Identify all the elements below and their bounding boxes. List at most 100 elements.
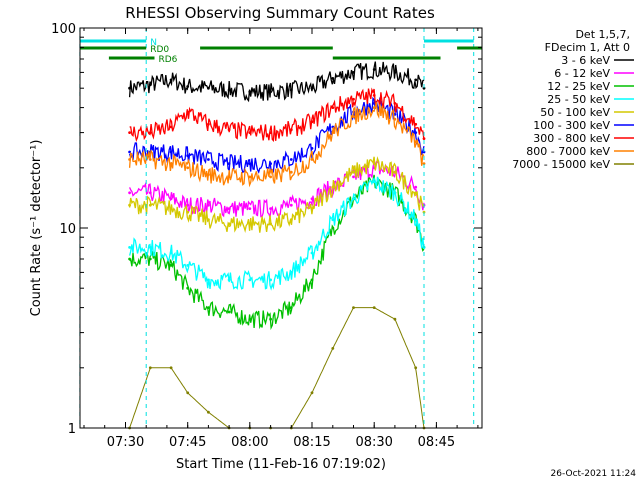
flag-label: RD6 [159, 55, 178, 65]
series-3-6kev [128, 61, 426, 103]
data-point [207, 158, 210, 161]
data-point [186, 110, 190, 114]
x-axis-label: Start Time (11-Feb-16 07:19:02) [176, 457, 386, 472]
legend-label: 800 - 7000 keV [526, 145, 610, 158]
data-point [248, 162, 252, 166]
legend-label: 100 - 300 keV [533, 119, 610, 132]
data-point [310, 278, 314, 282]
data-point [207, 173, 210, 177]
data-point [169, 251, 173, 255]
data-point [169, 162, 173, 166]
data-point [269, 175, 272, 179]
data-point [422, 86, 426, 90]
data-point [414, 185, 418, 189]
data-point [169, 125, 173, 129]
data-point [148, 131, 152, 135]
data-point [148, 191, 152, 195]
data-point [248, 317, 252, 321]
data-point [414, 122, 418, 126]
data-point [289, 203, 293, 207]
data-point [186, 210, 190, 214]
data-point [128, 191, 132, 195]
series-800-7000kev [128, 102, 426, 188]
data-point [128, 131, 132, 135]
data-point [414, 191, 418, 195]
data-point [310, 197, 314, 201]
x-tick-label: 08:45 [418, 435, 455, 450]
data-point [186, 286, 190, 290]
data-point [289, 306, 293, 309]
legend-entry: 100 - 300 keV [533, 119, 634, 132]
data-point [331, 226, 335, 230]
data-point [169, 207, 173, 211]
data-point [352, 306, 355, 309]
data-point [372, 306, 376, 309]
data-point [310, 251, 314, 255]
data-point [148, 366, 152, 370]
series-300-800kev [128, 87, 426, 143]
data-point [269, 317, 272, 321]
data-point [207, 410, 210, 414]
data-point [289, 170, 293, 174]
y-tick-label: 10 [59, 222, 76, 237]
legend-entry: 12 - 25 keV [547, 80, 634, 93]
series-trace [128, 176, 425, 291]
series-trace [129, 307, 425, 429]
x-tick-label: 08:00 [231, 435, 268, 450]
data-point [352, 175, 355, 179]
data-point [310, 158, 314, 161]
data-point [289, 158, 293, 161]
x-tick-label: 07:45 [169, 435, 206, 450]
data-point [128, 246, 132, 249]
data-point [169, 78, 173, 82]
data-point [227, 222, 231, 226]
data-point [331, 131, 335, 135]
data-point [310, 207, 314, 211]
data-point [372, 68, 376, 71]
data-point [227, 207, 231, 211]
legend-label: 12 - 25 keV [547, 80, 610, 93]
data-point [393, 317, 397, 321]
data-point [248, 175, 252, 179]
data-point [227, 162, 231, 166]
data-point [227, 310, 231, 314]
data-point [207, 122, 210, 126]
series-7000-15000kev [128, 306, 426, 430]
x-tick-label: 08:15 [293, 435, 330, 450]
legend-entry: 800 - 7000 keV [526, 145, 634, 158]
data-point [207, 278, 210, 282]
flag-label: N [150, 38, 157, 48]
legend-label: 25 - 50 keV [547, 93, 610, 106]
data-point [269, 90, 272, 94]
data-point [269, 222, 272, 226]
data-point [227, 128, 231, 132]
data-point [148, 158, 152, 161]
series-25-50kev [128, 176, 426, 291]
data-point [310, 86, 314, 90]
data-point [414, 140, 418, 144]
data-point [289, 218, 293, 222]
data-point [289, 271, 293, 274]
data-point [248, 90, 252, 94]
x-tick-label: 08:30 [355, 435, 392, 450]
data-point [186, 203, 190, 207]
data-point [372, 94, 376, 97]
flag-label: RD0 [150, 45, 169, 55]
x-tick-label: 07:30 [107, 435, 144, 450]
data-point [227, 175, 231, 179]
data-point [207, 218, 210, 222]
legend-entry: 7000 - 15000 keV [512, 158, 634, 171]
data-point [248, 207, 252, 211]
data-point [169, 366, 173, 370]
data-point [331, 218, 335, 222]
data-point [148, 257, 152, 261]
series-100-300kev [128, 96, 426, 174]
legend-entry: 3 - 6 keV [561, 54, 634, 67]
data-point [227, 88, 231, 92]
series-50-100kev [128, 156, 426, 234]
data-point [414, 78, 418, 82]
legend-entry: 25 - 50 keV [547, 93, 634, 106]
flag-rd0: RD0 [79, 45, 482, 55]
data-point [128, 203, 132, 207]
